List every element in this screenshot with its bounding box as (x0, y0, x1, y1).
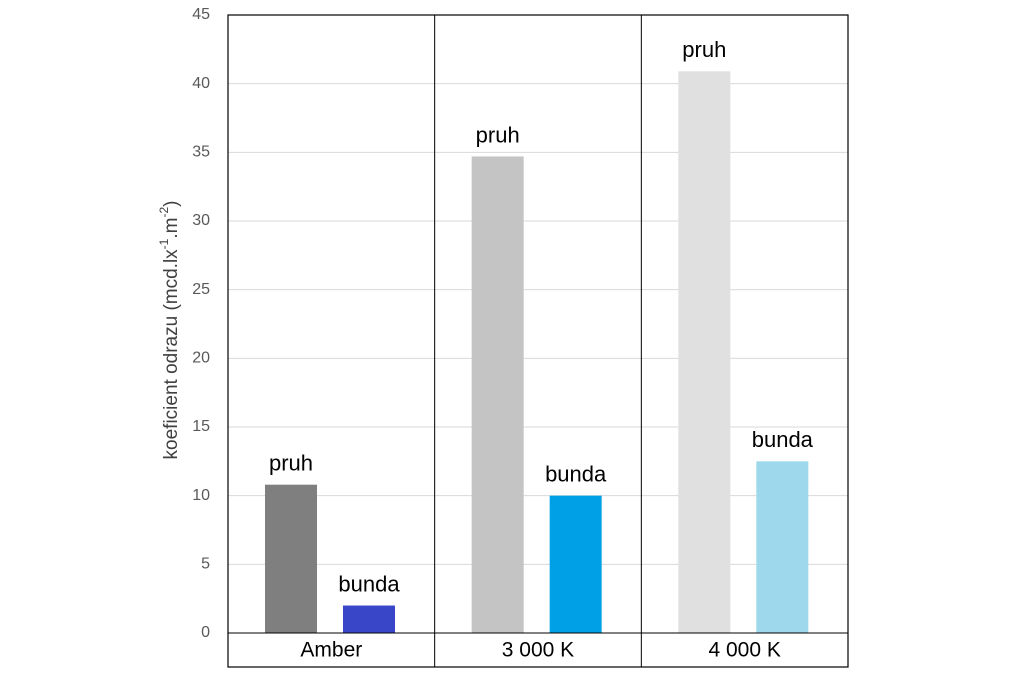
bar (471, 156, 524, 633)
bar-label: pruh (682, 37, 726, 62)
y-label-part: .m (161, 218, 182, 239)
y-tick-label: 45 (192, 6, 210, 23)
bar (756, 461, 809, 633)
y-label-sup: -2 (157, 207, 171, 218)
y-tick-label: 5 (201, 556, 210, 573)
y-tick-label: 40 (192, 75, 210, 92)
y-label-part: koeficient odrazu (mcd.lx (161, 249, 182, 460)
y-label-part: ) (161, 201, 182, 207)
y-tick-label: 10 (192, 487, 210, 504)
y-label-sup: -1 (157, 238, 171, 249)
plot-frame (227, 14, 849, 668)
bar (265, 484, 317, 633)
bar-label: bunda (752, 427, 814, 452)
bar-label: bunda (338, 571, 400, 596)
x-tick-label: 4 000 K (708, 639, 780, 662)
bar-label: bunda (545, 461, 607, 486)
y-tick-label: 0 (201, 624, 210, 641)
y-tick-label: 20 (192, 350, 210, 367)
y-axis-label: koeficient odrazu (mcd.lx-1.m-2) (157, 201, 182, 460)
bar (549, 495, 602, 633)
bar (678, 71, 731, 634)
x-tick-label: 3 000 K (502, 639, 574, 662)
y-tick-label: 30 (192, 212, 210, 229)
bar (343, 605, 395, 633)
bar-label: pruh (476, 122, 520, 147)
y-tick-label: 25 (192, 281, 210, 298)
y-tick-label: 35 (192, 144, 210, 161)
bar-label: pruh (269, 450, 313, 475)
y-tick-label: 15 (192, 418, 210, 435)
x-tick-label: Amber (300, 639, 362, 662)
